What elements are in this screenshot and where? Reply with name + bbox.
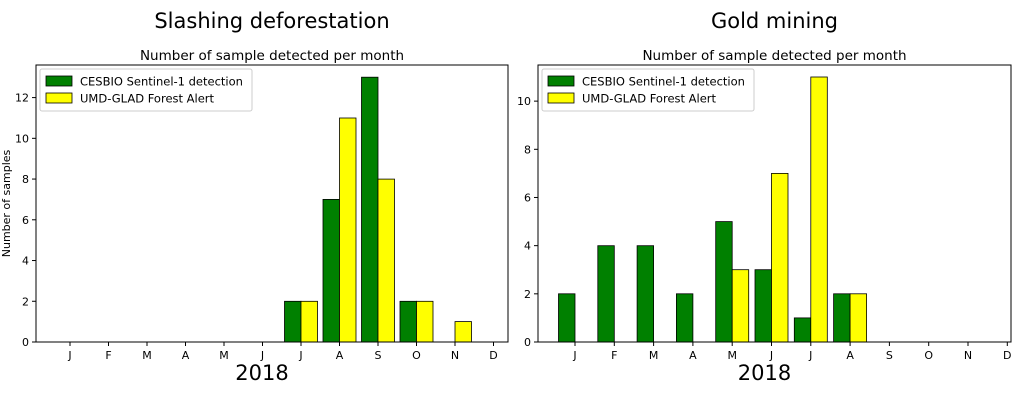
x-tick-label: M	[727, 349, 737, 362]
bar-umd-11	[454, 321, 472, 343]
x-tick-label: M	[142, 349, 152, 362]
x-tick-label: J	[808, 349, 812, 362]
y-tick-label: 4	[22, 255, 29, 268]
chart-subtitle: Number of sample detected per month	[642, 48, 906, 64]
x-tick-label: J	[260, 349, 264, 362]
x-tick-label: F	[611, 349, 617, 362]
bar-cesbio-5	[715, 221, 733, 343]
x-tick-label: N	[451, 349, 459, 362]
y-tick-label: 8	[524, 143, 531, 156]
x-tick-label: S	[375, 349, 382, 362]
legend: CESBIO Sentinel-1 detection UMD-GLAD Fore…	[39, 68, 253, 112]
bar-cesbio-3	[636, 245, 654, 343]
legend-label-umd: UMD-GLAD Forest Alert	[80, 92, 215, 106]
chart-title: Gold mining	[711, 9, 838, 33]
x-tick-label: A	[336, 349, 344, 362]
y-tick-label: 0	[22, 336, 29, 349]
chart-panel-2: Gold mining Number of sample detected per…	[517, 9, 1012, 385]
y-tick-label: 12	[15, 92, 29, 105]
bar-cesbio-7	[793, 317, 812, 343]
bar-cesbio-6	[754, 269, 772, 343]
x-tick-label: D	[489, 349, 497, 362]
x-axis-label: 2018	[235, 361, 288, 385]
y-axis-label: Number of samples	[0, 149, 13, 257]
chart-subtitle: Number of sample detected per month	[140, 48, 404, 64]
bar-cesbio-2	[597, 245, 615, 343]
x-axis-label: 2018	[738, 361, 791, 385]
y-tick-label: 6	[22, 214, 29, 227]
legend-box	[39, 68, 253, 112]
plot-frame	[35, 64, 509, 343]
legend-box	[541, 68, 755, 112]
x-tick-label: J	[769, 349, 773, 362]
legend-label-cesbio: CESBIO Sentinel-1 detection	[80, 75, 243, 89]
bar-cesbio-4	[676, 293, 694, 343]
y-tick-label: 6	[524, 191, 531, 204]
bar-umd-9	[377, 178, 395, 343]
legend-swatch-umd	[45, 92, 73, 104]
chart-title: Slashing deforestation	[154, 9, 389, 33]
y-tick-label: 2	[22, 295, 29, 308]
x-tick-label: M	[649, 349, 659, 362]
y-tick-label: 2	[524, 288, 531, 301]
x-tick-label: S	[886, 349, 893, 362]
bar-umd-8	[849, 293, 867, 343]
bar-cesbio-8	[322, 198, 340, 343]
y-tick-label: 10	[15, 132, 29, 145]
y-tick-label: 4	[524, 240, 531, 253]
bar-umd-7	[810, 76, 828, 343]
bar-cesbio-9	[361, 76, 379, 343]
x-tick-label: A	[846, 349, 854, 362]
bar-cesbio-8	[833, 293, 851, 343]
bar-umd-10	[416, 300, 434, 343]
bar-umd-7	[300, 300, 318, 343]
legend-label-umd: UMD-GLAD Forest Alert	[582, 92, 717, 106]
bar-umd-5	[731, 269, 750, 343]
bar-umd-8	[339, 117, 357, 343]
x-tick-label: M	[219, 349, 229, 362]
x-tick-label: A	[689, 349, 697, 362]
x-tick-label: J	[298, 349, 302, 362]
y-tick-label: 0	[524, 336, 531, 349]
legend-swatch-cesbio	[45, 75, 73, 87]
bar-cesbio-10	[399, 300, 417, 343]
x-tick-label: O	[924, 349, 933, 362]
legend-swatch-cesbio	[547, 75, 575, 87]
plot-frame	[537, 64, 1012, 343]
x-tick-label: F	[105, 349, 111, 362]
x-tick-label: D	[1003, 349, 1011, 362]
x-tick-label: J	[572, 349, 576, 362]
y-tick-label: 8	[22, 173, 29, 186]
x-tick-label: O	[412, 349, 421, 362]
bar-cesbio-1	[558, 293, 576, 343]
x-tick-label: A	[182, 349, 190, 362]
legend-swatch-umd	[547, 92, 575, 104]
y-tick-label: 10	[517, 95, 531, 108]
bar-umd-6	[771, 172, 789, 343]
legend-label-cesbio: CESBIO Sentinel-1 detection	[582, 75, 745, 89]
chart-panel-1: Slashing deforestation Number of sample d…	[0, 9, 509, 385]
x-tick-label: N	[964, 349, 972, 362]
x-tick-label: J	[67, 349, 71, 362]
bar-cesbio-7	[284, 300, 302, 343]
legend: CESBIO Sentinel-1 detection UMD-GLAD Fore…	[541, 68, 755, 112]
